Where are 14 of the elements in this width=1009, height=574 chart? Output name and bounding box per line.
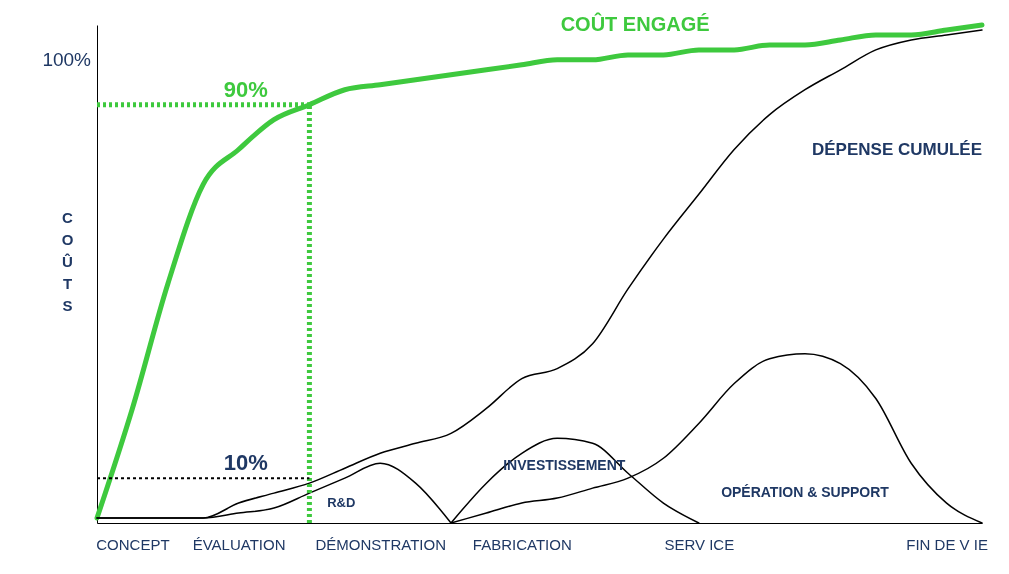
x-tick-label: SERV ICE <box>664 535 735 553</box>
series-label: R&D <box>327 495 356 511</box>
x-tick-label: CONCEPT <box>96 535 170 553</box>
annotation: 90% <box>223 76 268 102</box>
annotation: 10% <box>223 450 268 476</box>
y-axis-title: COÛTS <box>61 208 74 314</box>
x-tick-label: ÉVALUATION <box>192 535 286 553</box>
x-tick-label: FABRICATION <box>472 535 572 553</box>
x-tick-label: DÉMONSTRATION <box>315 535 446 553</box>
series-label: COÛT ENGAGÉ <box>560 12 710 35</box>
text: DÉPENSE CUMULÉE <box>811 139 982 159</box>
text: 100% <box>42 48 92 70</box>
x-tick-label: FIN DE V IE <box>906 535 988 553</box>
text: OPÉRATION & SUPPORT <box>721 484 890 501</box>
